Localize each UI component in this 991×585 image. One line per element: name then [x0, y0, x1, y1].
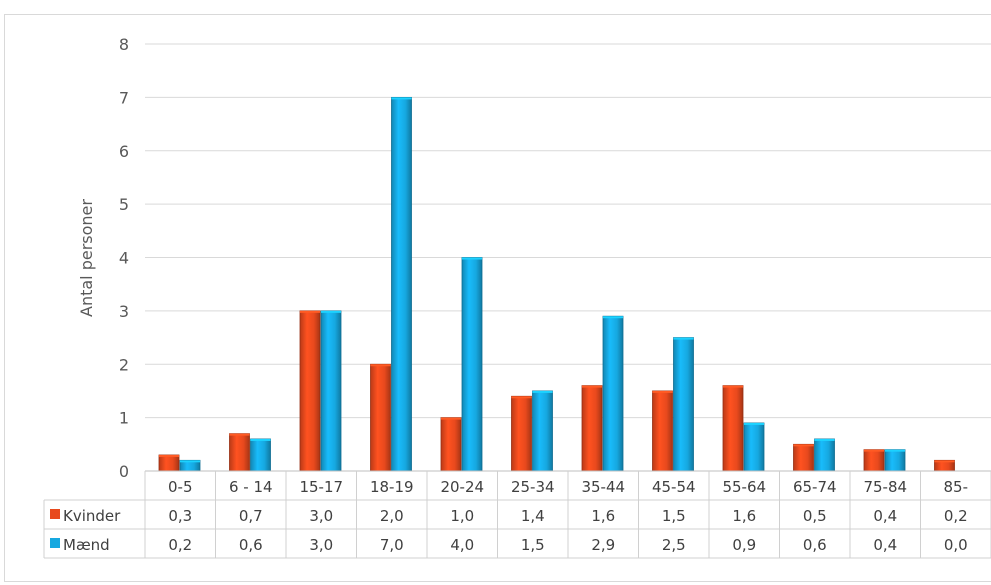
- bar-top-cap: [744, 422, 764, 425]
- legend-swatch: [50, 509, 60, 519]
- bar-top-cap: [673, 337, 694, 340]
- data-table-value: 0,3: [168, 507, 192, 525]
- bar-top-cap: [885, 449, 905, 452]
- data-table-value: 0,2: [168, 536, 192, 554]
- x-category-label: 18-19: [370, 478, 414, 496]
- bar-mnd-8: [743, 422, 765, 472]
- y-tick-label: 4: [119, 249, 129, 268]
- bar-top-cap: [300, 310, 320, 313]
- y-tick-label: 5: [119, 195, 129, 214]
- x-category-label: 85-: [944, 478, 969, 496]
- bar-kvinder-3: [370, 363, 391, 472]
- bar-mnd-2: [320, 310, 342, 472]
- data-table-value: 1,6: [732, 507, 756, 525]
- data-table-value: 0,5: [803, 507, 827, 525]
- data-table-value: 7,0: [380, 536, 404, 554]
- data-table-value: 3,0: [309, 507, 333, 525]
- y-axis-title: Antal personer: [77, 199, 96, 317]
- data-table-value: 2,5: [662, 536, 686, 554]
- data-table-value: 0,2: [944, 507, 968, 525]
- data-table-value: 0,7: [239, 507, 263, 525]
- data-table-value: 3,0: [309, 536, 333, 554]
- bar-kvinder-4: [440, 417, 462, 472]
- x-category-label: 35-44: [581, 478, 625, 496]
- data-table-value: 1,4: [521, 507, 545, 525]
- legend-label: Mænd: [63, 536, 110, 554]
- y-tick-label: 7: [119, 88, 129, 107]
- bar-top-cap: [603, 316, 623, 319]
- y-tick-label: 0: [119, 462, 129, 481]
- bar-top-cap: [934, 460, 955, 463]
- data-table-value: 1,5: [662, 507, 686, 525]
- bar-top-cap: [582, 385, 602, 388]
- data-table-value: 1,0: [450, 507, 474, 525]
- data-table-value: 1,5: [521, 536, 545, 554]
- bar-top-cap: [441, 417, 461, 420]
- bar-mnd-3: [391, 96, 412, 472]
- bar-top-cap: [814, 438, 835, 441]
- bar-mnd-7: [673, 337, 694, 472]
- bar-top-cap: [723, 385, 743, 388]
- y-tick-label: 3: [119, 302, 129, 321]
- x-category-label: 55-64: [722, 478, 766, 496]
- bar-kvinder-9: [793, 443, 814, 472]
- data-table-value: 0,9: [732, 536, 756, 554]
- bar-mnd-4: [461, 257, 483, 472]
- bar-mnd-10: [884, 449, 906, 472]
- bar-top-cap: [229, 433, 250, 436]
- bar-mnd-6: [602, 315, 624, 472]
- bar-mnd-5: [532, 390, 553, 472]
- bar-top-cap: [532, 390, 553, 393]
- data-table-value: 0,6: [239, 536, 263, 554]
- x-category-label: 6 - 14: [229, 478, 273, 496]
- bar-top-cap: [180, 460, 200, 463]
- data-table-value: 0,6: [803, 536, 827, 554]
- bar-kvinder-6: [581, 385, 603, 472]
- y-tick-label: 8: [119, 35, 129, 54]
- bar-top-cap: [864, 449, 884, 452]
- bar-top-cap: [370, 364, 391, 367]
- legend-swatch: [50, 538, 60, 548]
- bar-kvinder-8: [722, 385, 744, 472]
- x-category-label: 20-24: [440, 478, 484, 496]
- bar-mnd-9: [814, 438, 835, 472]
- bar-kvinder-2: [299, 310, 321, 472]
- data-table-value: 2,0: [380, 507, 404, 525]
- bar-top-cap: [321, 310, 341, 313]
- bar-top-cap: [159, 454, 179, 457]
- x-category-label: 0-5: [168, 478, 193, 496]
- bar-top-cap: [793, 444, 814, 447]
- bar-top-cap: [391, 97, 412, 100]
- bar-top-cap: [250, 438, 271, 441]
- data-table-value: 0,4: [873, 507, 897, 525]
- bar-kvinder-1: [229, 433, 250, 472]
- bar-mnd-1: [250, 438, 271, 472]
- data-table-value: 4,0: [450, 536, 474, 554]
- bar-top-cap: [652, 390, 673, 393]
- bar-kvinder-10: [863, 449, 885, 472]
- x-category-label: 15-17: [299, 478, 343, 496]
- data-table-value: 2,9: [591, 536, 615, 554]
- legend-label: Kvinder: [63, 507, 121, 525]
- data-table-value: 1,6: [591, 507, 615, 525]
- data-table-value: 0,0: [944, 536, 968, 554]
- x-category-label: 75-84: [863, 478, 907, 496]
- bar-kvinder-0: [158, 454, 180, 472]
- y-tick-label: 2: [119, 355, 129, 374]
- x-category-label: 45-54: [652, 478, 696, 496]
- y-tick-label: 1: [119, 409, 129, 428]
- bar-kvinder-5: [511, 395, 532, 472]
- x-category-label: 65-74: [793, 478, 837, 496]
- bar-top-cap: [511, 396, 532, 399]
- bar-kvinder-7: [652, 390, 673, 472]
- x-category-label: 25-34: [511, 478, 555, 496]
- bar-top-cap: [462, 257, 482, 260]
- data-table-value: 0,4: [873, 536, 897, 554]
- y-tick-label: 6: [119, 142, 129, 161]
